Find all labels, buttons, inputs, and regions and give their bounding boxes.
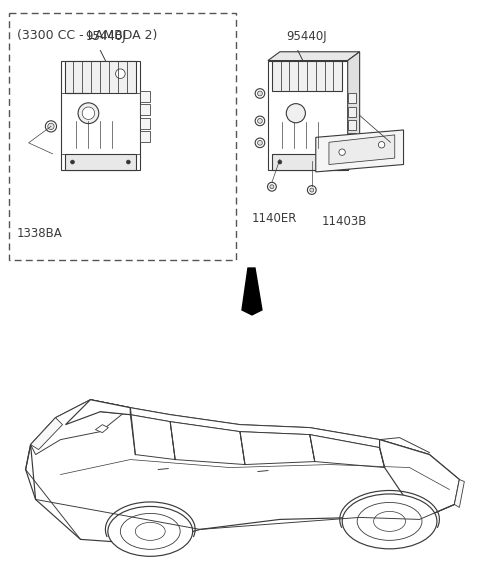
Bar [140,131,150,142]
Ellipse shape [135,523,165,540]
Circle shape [48,123,54,130]
Ellipse shape [357,502,422,540]
Text: 11403B: 11403B [322,215,367,228]
Bar [140,91,150,102]
Bar [64,154,136,170]
Circle shape [46,121,57,132]
Text: 95440J: 95440J [286,30,326,43]
Circle shape [258,91,263,96]
Circle shape [270,185,274,189]
Bar [272,154,342,170]
Circle shape [378,142,385,148]
Bar [348,107,356,116]
Polygon shape [90,400,430,455]
Circle shape [255,116,265,126]
Circle shape [286,103,305,123]
Text: (3300 CC - LAMBDA 2): (3300 CC - LAMBDA 2) [17,29,157,42]
Polygon shape [268,52,360,61]
Bar [140,117,150,129]
Polygon shape [240,432,315,465]
Circle shape [71,160,74,164]
Bar [9,13,236,260]
Ellipse shape [373,511,406,532]
Text: 1140ER: 1140ER [252,212,297,225]
Circle shape [82,107,95,120]
Circle shape [339,149,345,155]
Bar [348,120,356,130]
Ellipse shape [120,514,180,549]
Bar [272,61,342,91]
Polygon shape [31,418,62,450]
Polygon shape [348,52,360,170]
Bar [348,93,356,103]
Circle shape [278,160,282,164]
Circle shape [310,188,314,192]
Circle shape [255,89,265,98]
Bar [64,61,136,93]
Polygon shape [242,268,262,315]
Polygon shape [25,400,459,545]
Polygon shape [65,400,130,425]
Ellipse shape [108,506,192,556]
Ellipse shape [342,494,437,549]
Circle shape [126,160,130,164]
Circle shape [258,119,263,123]
Polygon shape [329,135,395,165]
Bar [60,61,140,170]
Circle shape [116,69,125,79]
Text: 1338BA: 1338BA [17,227,62,240]
Text: 95440J: 95440J [85,30,126,43]
Polygon shape [170,422,245,465]
Circle shape [255,138,265,148]
Circle shape [334,160,338,164]
Circle shape [307,185,316,194]
Bar [268,61,348,170]
Bar [348,133,356,143]
Polygon shape [316,130,404,172]
Polygon shape [455,479,464,507]
Bar [140,105,150,115]
Polygon shape [310,434,384,468]
Polygon shape [380,439,459,519]
Circle shape [258,140,263,145]
Polygon shape [31,400,130,455]
Circle shape [78,103,99,124]
Circle shape [267,182,276,191]
Polygon shape [130,415,175,460]
Polygon shape [96,425,108,433]
